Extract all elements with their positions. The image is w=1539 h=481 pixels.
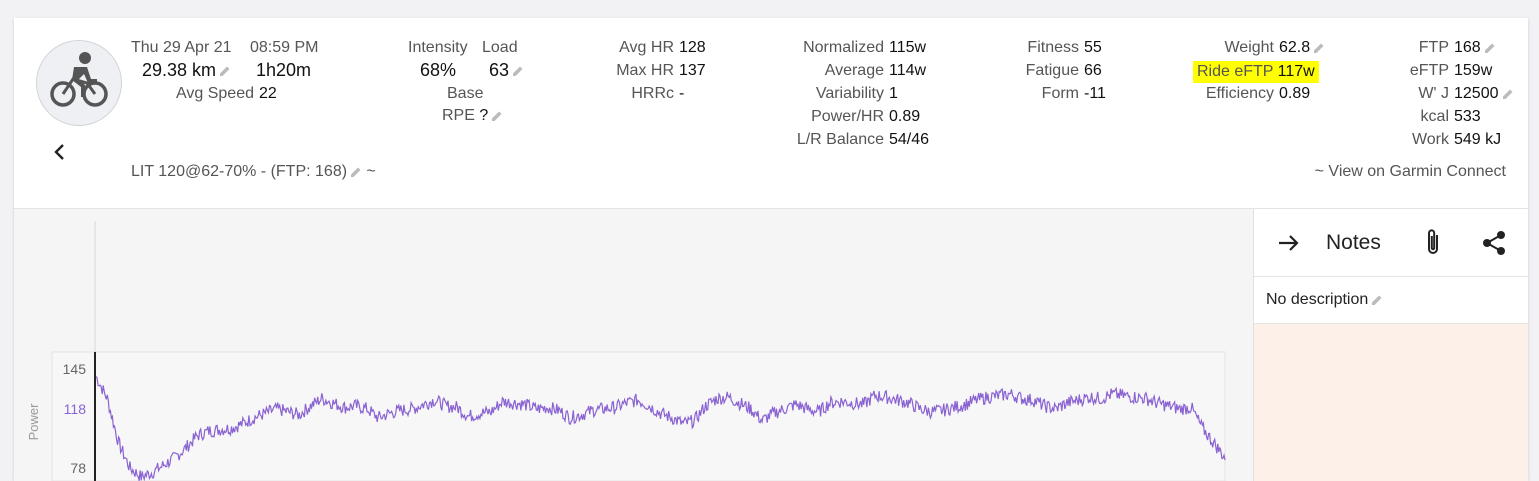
y-tick-label: 118 [64,401,87,417]
kcal-label: kcal [1420,108,1449,125]
pencil-icon[interactable] [219,65,231,77]
paperclip-icon [1428,229,1438,254]
ride-distance[interactable]: 29.38 km [142,60,231,80]
base-label: Base [447,85,484,102]
workout-label[interactable]: LIT 120@62-70% - (FTP: 168) ~ [131,162,376,182]
share-icon [1483,231,1505,255]
load-label: Load [482,39,518,56]
max-hr-label: Max HR [616,62,674,79]
collapse-notes-button[interactable] [1276,231,1302,260]
plot-frame [51,351,1226,481]
notes-panel: Notes No description [1253,209,1528,481]
ride-time: 08:59 PM [250,39,319,56]
pencil-icon[interactable] [491,110,503,122]
rpe-label: RPE [442,107,475,124]
avg-speed-label: Avg Speed [176,85,254,102]
average-label: Average [824,62,884,79]
share-button[interactable] [1480,229,1508,262]
avg-hr-label: Avg HR [619,39,674,56]
arrow-right-icon [1279,235,1299,251]
distance-value: 29.38 km [142,60,217,80]
y-axis-label: Power [26,403,41,441]
normalized-label: Normalized [803,39,884,56]
garmin-connect-link[interactable]: ~ View on Garmin Connect [1314,163,1506,180]
intensity-label: Intensity [408,39,468,56]
max-hr-value: 137 [679,62,706,79]
eftp-value: 159w [1454,62,1493,79]
y-tick-label: 78 [70,460,86,476]
workout-text: LIT 120@62-70% - (FTP: 168) [131,163,348,180]
efficiency-label: Efficiency [1205,85,1274,102]
notes-title: Notes [1326,231,1381,254]
weight-number: 62.8 [1279,39,1311,56]
back-button[interactable] [48,140,72,164]
load-number: 63 [489,60,510,80]
kcal-value: 533 [1454,108,1481,125]
power-chart-svg: 145 118 78 Power [26,221,1226,481]
chevron-left-icon [54,144,64,160]
notes-description-row: No description [1266,290,1383,310]
avg-speed-value: 22 [259,85,277,102]
intensity-value: 68% [420,60,457,80]
weight-value[interactable]: 62.8 [1279,38,1325,58]
form-value: -11 [1084,85,1106,102]
ftp-number: 168 [1454,39,1481,56]
ftp-label: FTP [1418,39,1449,56]
rpe-field[interactable]: RPE ? [442,106,503,126]
notes-description-text: No description [1266,291,1369,308]
rpe-value: ? [479,107,489,124]
power-series-line [95,376,1226,481]
variability-value: 1 [889,85,898,102]
power-hr-value: 0.89 [889,108,921,125]
ride-date: Thu 29 Apr 21 [131,39,232,56]
workout-suffix: ~ [366,163,376,180]
hrrc-label: HRRc [631,85,674,102]
attach-button[interactable] [1422,227,1444,264]
pencil-icon[interactable] [1502,88,1514,100]
fatigue-value: 66 [1084,62,1102,79]
fatigue-label: Fatigue [1025,62,1079,79]
hrrc-value: - [679,85,685,102]
ftp-value[interactable]: 168 [1454,38,1496,58]
cycling-avatar [36,40,122,126]
average-value: 114w [889,62,927,79]
notes-toolbar: Notes [1254,209,1528,277]
avg-hr-value: 128 [679,39,706,56]
wj-label: W' J [1418,85,1449,102]
ride-eftp-label: Ride eFTP [1197,63,1274,80]
activity-card: Thu 29 Apr 21 08:59 PM 29.38 km 1h20m Av… [14,18,1528,481]
eftp-label: eFTP [1409,62,1449,79]
wj-number: 12500 [1454,85,1499,102]
fitness-value: 55 [1084,39,1102,56]
work-label: Work [1411,131,1449,148]
notes-body[interactable] [1254,324,1528,481]
pencil-icon[interactable] [1313,42,1325,54]
fitness-label: Fitness [1027,39,1079,56]
work-value: 549 kJ [1454,131,1502,148]
lr-balance-value: 54/46 [889,131,930,148]
y-tick-label: 145 [63,361,87,377]
ride-eftp-value: 117w [1277,63,1315,80]
efficiency-value: 0.89 [1279,85,1311,102]
pencil-icon[interactable] [512,65,524,77]
wj-value[interactable]: 12500 [1454,84,1514,104]
weight-label: Weight [1224,39,1274,56]
power-chart: 145 118 78 Power [14,209,1253,481]
power-hr-label: Power/HR [811,108,884,125]
ride-duration: 1h20m [256,60,312,80]
normalized-value: 115w [889,39,927,56]
activity-header: Thu 29 Apr 21 08:59 PM 29.38 km 1h20m Av… [14,18,1528,209]
lr-balance-label: L/R Balance [796,131,884,148]
form-label: Form [1041,85,1079,102]
pencil-icon[interactable] [350,166,362,178]
pencil-icon[interactable] [1484,42,1496,54]
load-value[interactable]: 63 [489,60,524,80]
variability-label: Variability [815,85,884,102]
ride-eftp-highlight: Ride eFTP 117w [1193,61,1319,83]
pencil-icon[interactable] [1371,294,1383,306]
notes-description[interactable]: No description [1254,277,1528,324]
bike-icon [50,52,108,107]
